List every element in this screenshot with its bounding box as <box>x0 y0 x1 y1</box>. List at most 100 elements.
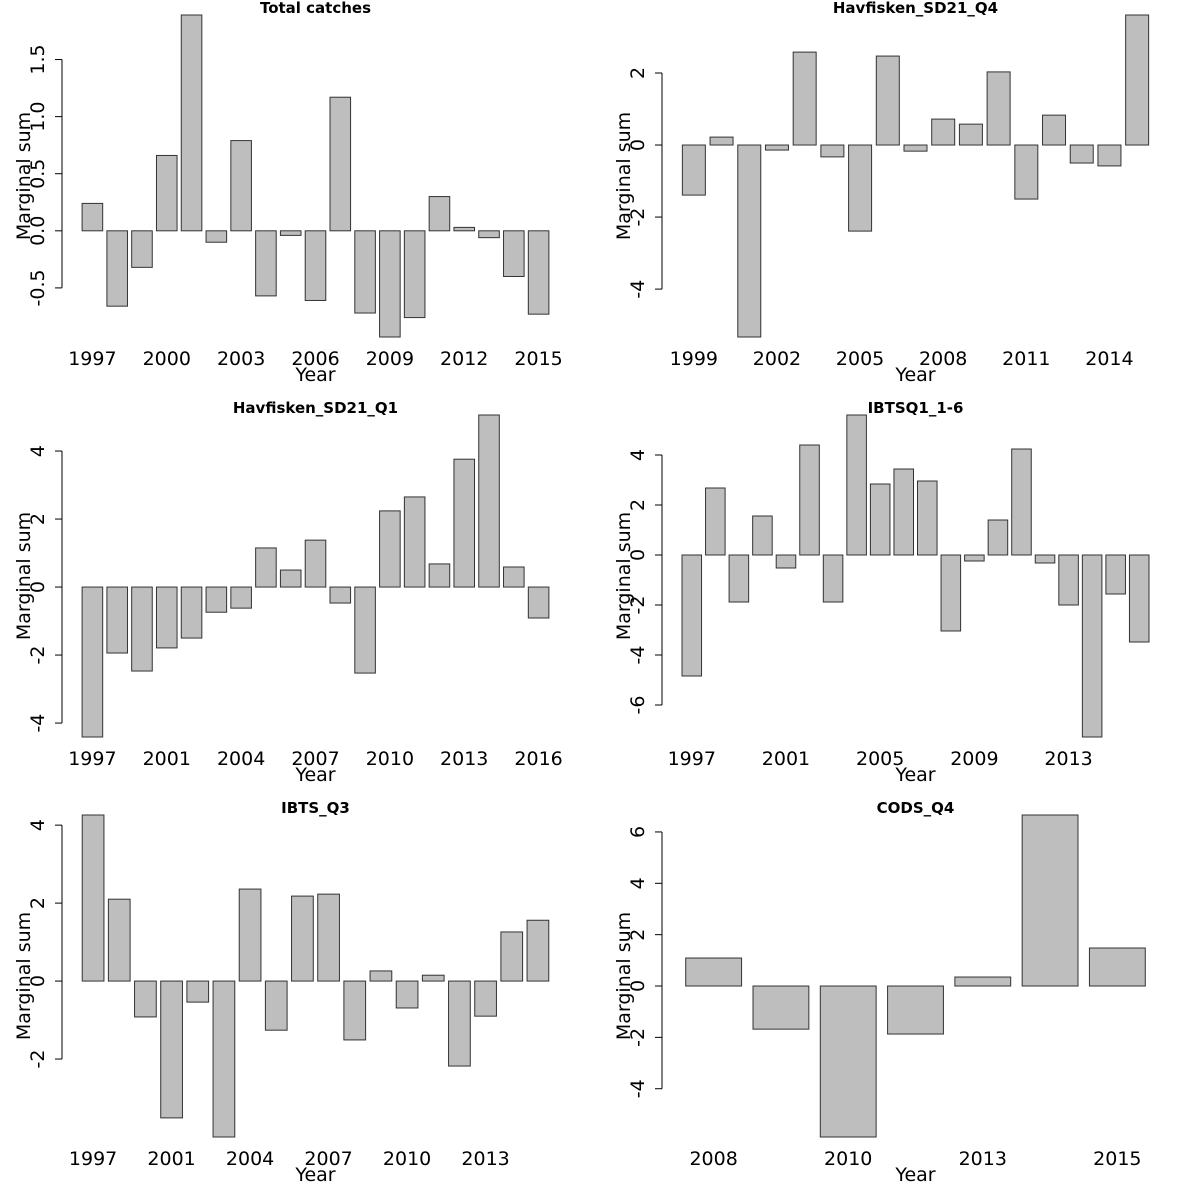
x-tick-label: 2000 <box>143 348 191 370</box>
x-tick-label: 2013 <box>440 748 488 770</box>
y-tick-label: -4 <box>627 646 649 665</box>
bar <box>500 931 524 982</box>
x-tick-label: 2013 <box>461 1148 509 1170</box>
x-tick-label: 2009 <box>366 348 414 370</box>
bar <box>329 96 352 232</box>
y-axis-label: Marginal sum <box>13 512 35 640</box>
bar <box>369 970 393 982</box>
bar <box>155 586 178 649</box>
x-tick-label: 2010 <box>366 748 414 770</box>
y-tick-label: 2 <box>27 897 49 909</box>
y-tick-label: -6 <box>627 696 649 715</box>
x-tick-label: 2014 <box>1085 348 1133 370</box>
bar <box>81 586 104 738</box>
x-tick-label: 2010 <box>824 1148 872 1170</box>
x-tick-label: 2001 <box>762 748 810 770</box>
y-tick-label: 0 <box>627 549 649 561</box>
bar <box>503 566 525 588</box>
y-tick-label: -4 <box>627 1079 649 1098</box>
bar <box>1014 144 1039 200</box>
y-tick-label: 0.0 <box>27 216 49 246</box>
bar <box>379 230 401 338</box>
x-tick-label: 2002 <box>753 348 801 370</box>
x-tick-label: 2006 <box>291 348 339 370</box>
x-tick-label: 2001 <box>143 748 191 770</box>
x-axis-label: Year <box>294 764 335 786</box>
bar <box>931 118 956 146</box>
bar <box>1042 114 1067 146</box>
bar <box>1058 554 1079 606</box>
bar <box>737 144 762 338</box>
bar <box>954 976 1012 987</box>
bar <box>131 230 153 268</box>
bar <box>255 547 277 588</box>
x-tick-label: 1997 <box>668 748 716 770</box>
bar <box>134 980 157 1018</box>
bar <box>81 814 105 982</box>
bar <box>1021 814 1079 987</box>
x-tick-label: 1997 <box>68 748 116 770</box>
y-tick-label: 2 <box>27 513 49 525</box>
bar <box>799 444 820 556</box>
bar <box>887 985 944 1035</box>
y-tick-label: 0.5 <box>27 159 49 189</box>
x-tick-label: 2005 <box>856 748 904 770</box>
bar <box>329 586 352 604</box>
x-tick-label: 2008 <box>689 1148 737 1170</box>
y-tick-label: 4 <box>27 819 49 831</box>
bar <box>304 230 327 301</box>
bar <box>403 496 426 588</box>
y-tick-label: 1.5 <box>27 44 49 74</box>
x-axis-label: Year <box>894 1164 935 1186</box>
x-axis-label: Year <box>894 364 935 386</box>
bar <box>940 554 962 632</box>
y-axis-label: Marginal sum <box>13 912 35 1040</box>
x-tick-label: 2012 <box>440 348 488 370</box>
bar <box>527 586 550 619</box>
bar <box>230 140 252 232</box>
bar <box>1125 14 1150 146</box>
bar <box>428 563 451 588</box>
bar <box>264 980 288 1031</box>
x-tick-label: 1997 <box>69 1148 117 1170</box>
bar <box>893 468 914 556</box>
x-tick-label: 2008 <box>919 348 967 370</box>
bar <box>403 230 426 319</box>
y-axis-label: Marginal sum <box>13 112 35 240</box>
bar <box>846 414 867 556</box>
y-tick-label: 0 <box>27 581 49 593</box>
x-tick-label: 2004 <box>226 1148 274 1170</box>
bar <box>343 980 367 1041</box>
bar <box>869 483 891 556</box>
chart-title: Total catches <box>260 0 371 17</box>
x-tick-label: 1997 <box>68 348 116 370</box>
y-tick-label: 0 <box>627 139 649 151</box>
bar <box>1097 144 1122 167</box>
x-tick-label: 2013 <box>959 1148 1007 1170</box>
bar <box>81 202 104 232</box>
chart-title: Havfisken_SD21_Q1 <box>233 399 398 417</box>
y-tick-label: -2 <box>627 208 649 227</box>
bar <box>752 985 810 1030</box>
bar <box>681 144 706 196</box>
bar <box>421 974 445 982</box>
bar <box>304 539 327 588</box>
bar <box>106 230 128 307</box>
bar <box>474 980 497 1017</box>
y-tick-label: -2 <box>27 1050 49 1069</box>
bar <box>205 230 228 243</box>
x-tick-label: 2003 <box>217 348 265 370</box>
chart-title: IBTSQ1_1-6 <box>868 399 964 417</box>
bar <box>230 586 252 609</box>
bar <box>728 554 750 603</box>
bar <box>317 893 340 982</box>
x-axis-label: Year <box>294 364 335 386</box>
bar <box>1034 554 1056 564</box>
bar <box>1069 144 1094 164</box>
bar <box>958 123 983 146</box>
bar <box>160 980 183 1119</box>
bar <box>180 14 203 232</box>
x-tick-label: 2015 <box>1093 1148 1141 1170</box>
x-tick-label: 1999 <box>670 348 718 370</box>
bar <box>255 230 277 297</box>
